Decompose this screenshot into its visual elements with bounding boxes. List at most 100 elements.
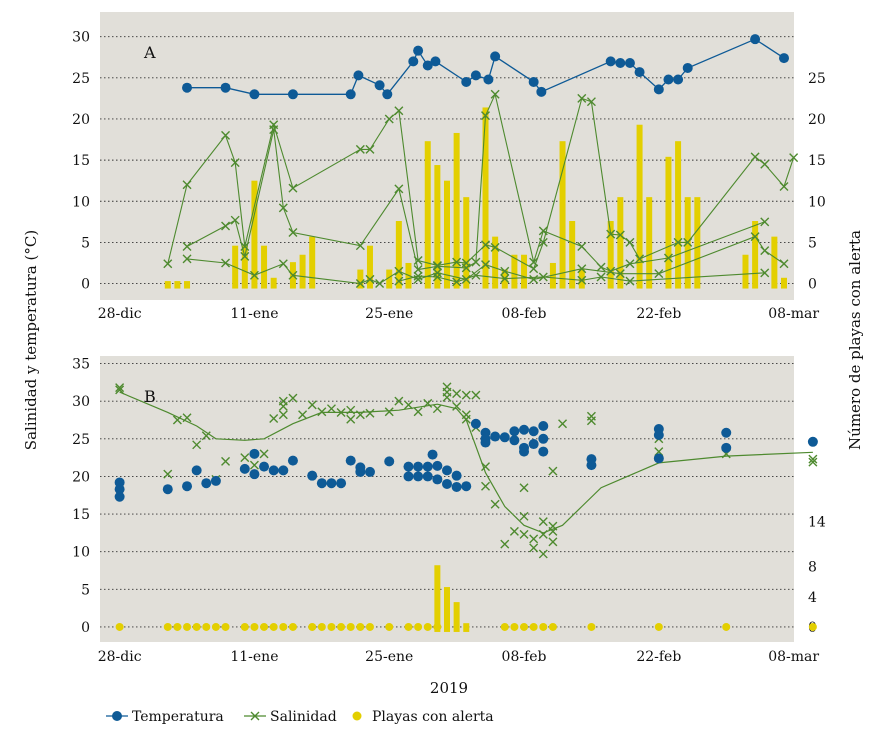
y-tick-right: 4 xyxy=(808,590,817,606)
alert-point xyxy=(404,622,413,631)
alert-point xyxy=(520,622,529,631)
y-tick-left: 15 xyxy=(72,507,90,523)
salinity-point xyxy=(278,259,288,269)
alert-point xyxy=(317,622,326,631)
salinity-point xyxy=(481,260,491,270)
x-tick-label: 28-dic xyxy=(98,649,142,665)
temperature-point xyxy=(374,80,385,91)
temperature-point xyxy=(422,461,433,472)
salinity-point xyxy=(375,279,385,289)
temperature-point xyxy=(239,463,250,474)
salinity-point xyxy=(403,400,413,410)
alert-bar xyxy=(164,281,171,289)
salinity-point xyxy=(596,262,606,272)
temperature-point xyxy=(528,426,539,437)
legend-salinity-marker xyxy=(250,711,260,721)
y-axis-label-right: Número de playas con alerta xyxy=(846,230,864,450)
temperature-point xyxy=(750,34,761,45)
x-tick-label: 11-ene xyxy=(230,306,278,322)
salinity-point xyxy=(423,398,433,408)
temperature-point xyxy=(413,45,424,56)
y-tick-left: 10 xyxy=(72,194,90,210)
legend: Temperatura Salinidad Playas con alerta xyxy=(106,709,494,725)
alert-bar xyxy=(395,221,402,289)
alert-bar xyxy=(694,197,701,289)
alert-bar xyxy=(251,180,258,289)
temperature-point xyxy=(162,484,173,495)
salinity-point xyxy=(394,106,404,116)
salinity-point xyxy=(548,466,558,476)
salinity-point xyxy=(163,259,173,269)
temperature-point xyxy=(605,56,616,67)
salinity-point xyxy=(538,272,548,282)
alert-point xyxy=(365,622,374,631)
alert-point xyxy=(173,622,182,631)
salinity-point xyxy=(365,144,375,154)
temperature-point xyxy=(249,448,260,459)
temperature-point xyxy=(451,470,462,481)
alert-point xyxy=(250,622,259,631)
y-tick-left: 10 xyxy=(72,545,90,561)
alert-bar xyxy=(511,254,518,289)
salinity-point xyxy=(182,413,192,423)
alert-bar xyxy=(309,236,316,289)
salinity-point xyxy=(606,266,616,276)
salinity-point xyxy=(750,232,760,242)
salinity-point xyxy=(442,392,452,402)
salinity-point xyxy=(500,266,510,276)
alert-point xyxy=(808,622,817,631)
salinity-point xyxy=(548,537,558,547)
y-tick-left: 20 xyxy=(72,112,90,128)
salinity-point xyxy=(269,413,279,423)
alert-bar xyxy=(241,245,248,289)
salinity-point xyxy=(760,159,770,169)
salinity-point xyxy=(288,393,298,403)
temperature-point xyxy=(384,456,395,467)
legend-temperature-label: Temperatura xyxy=(132,709,224,725)
temperature-point xyxy=(413,471,424,482)
temperature-point xyxy=(509,426,520,437)
temperature-point xyxy=(442,478,452,489)
salinity-point xyxy=(384,114,394,124)
alert-point xyxy=(587,622,596,631)
temperature-point xyxy=(353,70,364,81)
salinity-point xyxy=(596,272,606,282)
temperature-point xyxy=(538,446,549,457)
temperature-point xyxy=(307,470,318,481)
temperature-point xyxy=(355,462,366,473)
alert-bar xyxy=(453,132,460,289)
alert-point xyxy=(183,622,192,631)
salinity-point xyxy=(278,203,288,213)
salinity-point xyxy=(384,407,394,417)
temperature-point xyxy=(653,453,664,464)
y-tick-right: 25 xyxy=(808,71,826,87)
y-tick-left: 15 xyxy=(72,153,90,169)
salinity-point xyxy=(452,257,462,267)
salinity-point xyxy=(760,246,770,256)
alert-bar xyxy=(646,197,653,289)
salinity-point xyxy=(365,408,375,418)
alert-point xyxy=(192,622,201,631)
y-tick-left: 30 xyxy=(72,394,90,410)
salinity-point xyxy=(538,226,548,236)
alert-point xyxy=(202,622,211,631)
temperature-point xyxy=(536,86,547,97)
y-tick-right: 5 xyxy=(808,235,817,251)
y-tick-left: 20 xyxy=(72,469,90,485)
salinity-point xyxy=(471,390,481,400)
temperature-point xyxy=(403,471,414,482)
salinity-point xyxy=(288,270,298,280)
panel-b: 051015202530350481428-dic11-ene25-ene08-… xyxy=(72,356,826,665)
salinity-point xyxy=(500,274,510,284)
alert-bar xyxy=(636,124,643,289)
salinity-point xyxy=(509,526,519,536)
alert-bar xyxy=(607,221,614,289)
salinity-point xyxy=(394,184,404,194)
temperature-point xyxy=(345,89,356,100)
legend-salinity-label: Salinidad xyxy=(270,709,337,725)
salinity-point xyxy=(461,390,471,400)
salinity-point xyxy=(577,275,587,285)
salinity-point xyxy=(625,259,635,269)
x-tick-label: 08-mar xyxy=(768,306,819,322)
alert-bar xyxy=(366,245,373,289)
